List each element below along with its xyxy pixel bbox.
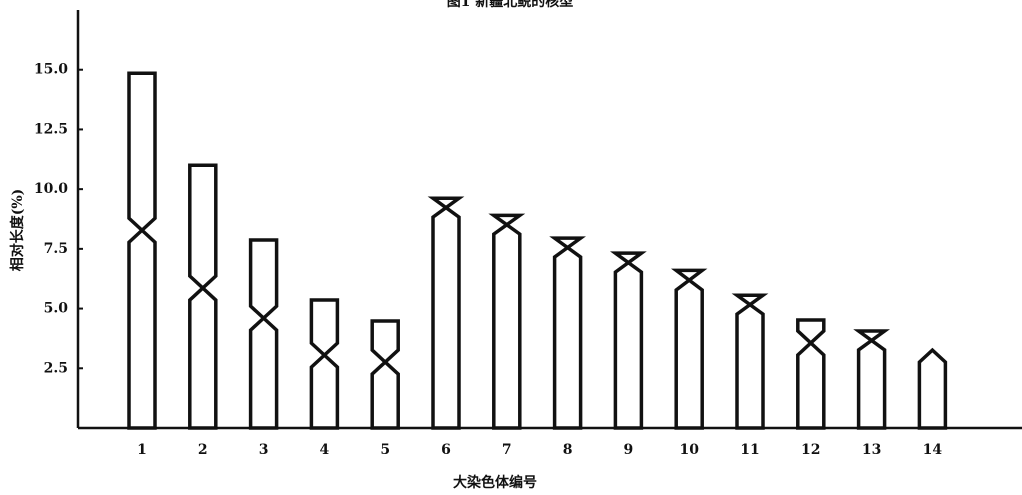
- y-tick-label: 12.5: [34, 121, 68, 137]
- chromosome: [737, 295, 763, 428]
- y-tick-label: 2.5: [44, 360, 68, 376]
- chromosome: [615, 253, 641, 428]
- chromosome: [129, 73, 155, 428]
- y-tick-label: 7.5: [44, 241, 68, 257]
- y-axis-label: 相对长度(%): [9, 189, 26, 272]
- chromosome: [555, 238, 581, 428]
- page: {"chart_data": {"type": "ideogram", "tit…: [0, 0, 1022, 495]
- chromosome: [494, 215, 520, 428]
- x-tick-label: 13: [862, 442, 881, 458]
- chromosome: [251, 240, 277, 428]
- chromosome: [190, 165, 216, 428]
- x-tick-label: 14: [923, 442, 943, 458]
- chromosome: [859, 331, 885, 428]
- x-tick-label: 1: [137, 442, 147, 458]
- x-tick-label: 9: [624, 442, 634, 458]
- chromosome: [798, 320, 824, 428]
- y-tick-label: 10.0: [34, 181, 68, 197]
- chromosome: [372, 321, 398, 428]
- chromosome: [433, 198, 459, 428]
- x-tick-label: 11: [740, 442, 759, 458]
- chromosome: [919, 350, 945, 428]
- chart-title: 图1 新疆北鲵的核型: [447, 0, 574, 10]
- x-tick-label: 5: [380, 442, 390, 458]
- y-tick-label: 15.0: [34, 62, 68, 78]
- x-tick-label: 10: [679, 442, 699, 458]
- x-tick-label: 2: [198, 442, 208, 458]
- chart: 图1 新疆北鲵的核型 相对长度(%) 大染色体编号 2.5 5.0 7.5 10.0 1…: [0, 0, 1022, 495]
- x-tick-label: 7: [502, 442, 512, 458]
- x-tick-label: 3: [259, 442, 269, 458]
- chromosome: [311, 300, 337, 428]
- chromosome: [676, 270, 702, 428]
- x-tick-label: 12: [801, 442, 820, 458]
- x-tick-label: 6: [441, 442, 451, 458]
- x-axis-label: 大染色体编号: [453, 474, 537, 491]
- x-tick-label: 8: [563, 442, 573, 458]
- y-tick-label: 5.0: [44, 301, 69, 317]
- x-tick-label: 4: [320, 442, 330, 458]
